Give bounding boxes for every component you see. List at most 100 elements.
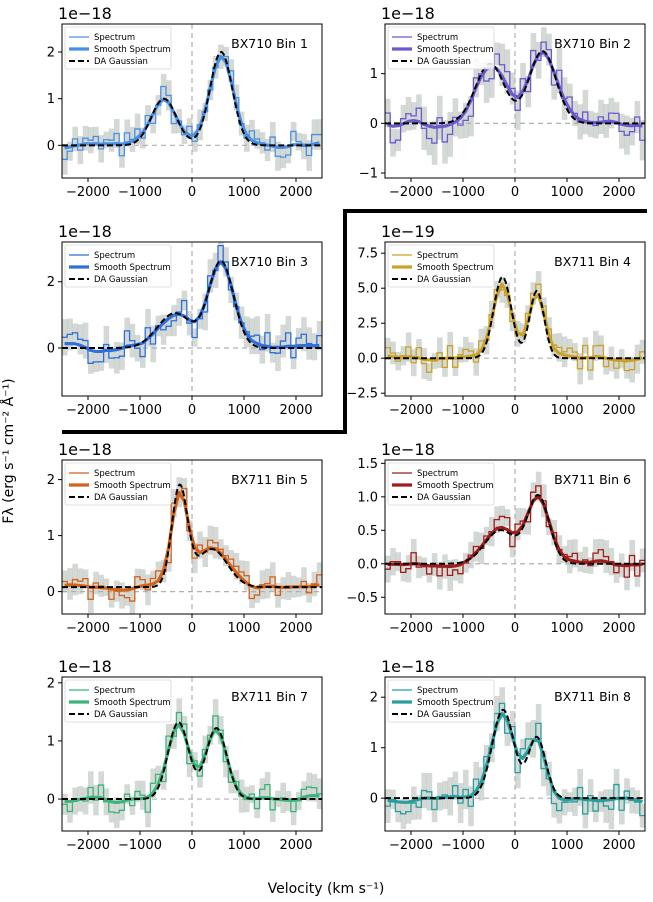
spectrum-line <box>62 244 322 364</box>
smooth-spectrum-line <box>64 54 320 150</box>
panel-title: BX711 Bin 4 <box>554 254 631 269</box>
y-tick-label: 0.0 <box>357 352 378 367</box>
plot-area <box>385 242 645 396</box>
legend: Spectrum Smooth Spectrum DA Gaussian <box>387 26 495 70</box>
legend-box <box>387 244 495 288</box>
legend-box <box>387 679 495 723</box>
panel-title: BX710 Bin 3 <box>231 254 308 269</box>
x-tick-label: 0 <box>511 185 519 200</box>
y-tick-label: 0.0 <box>357 557 378 572</box>
offset-multiplier: 1e−18 <box>381 657 435 676</box>
x-tick-label: 1000 <box>227 403 260 418</box>
offset-multiplier: 1e−18 <box>58 222 112 241</box>
plot-area <box>385 460 645 614</box>
da-gaussian-line <box>385 493 645 565</box>
offset-multiplier: 1e−19 <box>381 222 435 241</box>
legend-label: Spectrum <box>94 251 135 261</box>
x-tick-label: 1000 <box>227 838 260 853</box>
x-tick-label: 2000 <box>279 621 312 636</box>
legend-box <box>387 26 495 70</box>
x-tick-label: 2000 <box>602 185 635 200</box>
x-tick-label: −2000 <box>66 621 110 636</box>
smooth-spectrum-line <box>387 50 643 129</box>
y-tick-label: 1 <box>47 92 55 107</box>
x-tick-label: −2000 <box>389 621 433 636</box>
chart-panel-4: −2000 −1000 0 1000 2000 −2.5 0.0 2.5 5.0 7.51e−19… <box>346 222 646 418</box>
panel-title: BX710 Bin 2 <box>554 36 631 51</box>
legend: Spectrum Smooth Spectrum DA Gaussian <box>387 462 495 506</box>
legend-box <box>64 26 172 70</box>
da-gaussian-line <box>62 259 322 349</box>
x-tick-label: −2000 <box>66 838 110 853</box>
plot-area <box>385 24 645 178</box>
x-tick-label: 2000 <box>602 403 635 418</box>
legend: Spectrum Smooth Spectrum DA Gaussian <box>64 462 172 506</box>
legend: Spectrum Smooth Spectrum DA Gaussian <box>64 679 172 723</box>
x-tick-label: −2000 <box>66 185 110 200</box>
y-tick-label: 0.5 <box>357 524 378 539</box>
smooth-spectrum-line <box>387 494 643 569</box>
legend: Spectrum Smooth Spectrum DA Gaussian <box>64 244 172 288</box>
legend-label: Spectrum <box>417 251 458 261</box>
y-tick-label: 1 <box>370 741 378 756</box>
y-tick-label: 1.0 <box>357 490 378 505</box>
x-tick-label: 0 <box>511 838 519 853</box>
da-gaussian-line <box>62 483 322 589</box>
da-gaussian-line <box>385 50 645 125</box>
y-tick-label: 2 <box>47 473 55 488</box>
x-tick-label: −1000 <box>441 185 485 200</box>
chart-panel-6: −2000 −1000 0 1000 2000 −0.5 0.0 0.5 1.0 1.51e−18… <box>346 440 646 636</box>
y-tick-label: 2 <box>47 46 55 61</box>
chart-panel-2: −2000 −1000 0 1000 2000 −1 0 1 1e−18 BX710 Bin 2 S… <box>359 4 646 200</box>
y-tick-label: 0 <box>47 585 55 600</box>
offset-multiplier: 1e−18 <box>58 657 112 676</box>
panel-title: BX711 Bin 5 <box>231 472 308 487</box>
x-axis-label: Velocity (km s⁻¹) <box>268 881 385 897</box>
y-axis-label: Fλ (erg s⁻¹ cm⁻² Å⁻¹) <box>0 378 17 523</box>
plot-area <box>62 242 322 396</box>
x-tick-label: −2000 <box>66 403 110 418</box>
y-tick-label: 2 <box>370 691 378 706</box>
x-tick-label: 1000 <box>550 403 583 418</box>
y-tick-label: −2.5 <box>346 387 378 402</box>
x-tick-label: 1000 <box>550 621 583 636</box>
legend-label: Spectrum <box>417 686 458 696</box>
legend-label: Spectrum <box>94 469 135 479</box>
x-tick-label: 0 <box>511 403 519 418</box>
x-tick-label: −1000 <box>441 621 485 636</box>
uncertainty-band <box>218 242 224 263</box>
plot-area <box>62 677 322 831</box>
x-tick-label: 1000 <box>227 621 260 636</box>
chart-panel-3: −2000 −1000 0 1000 2000 0 2 1e−18 BX710 Bin 3 Spe… <box>47 222 323 418</box>
offset-multiplier: 1e−18 <box>58 4 112 23</box>
x-tick-label: 2000 <box>279 185 312 200</box>
y-tick-label: 0 <box>370 792 378 807</box>
x-tick-label: 1000 <box>550 838 583 853</box>
legend-label: DA Gaussian <box>94 57 148 67</box>
legend-label: DA Gaussian <box>417 57 471 67</box>
x-tick-label: 0 <box>188 185 196 200</box>
legend-label: DA Gaussian <box>417 710 471 720</box>
y-tick-label: 2.5 <box>357 317 378 332</box>
da-gaussian-line <box>385 275 645 360</box>
legend: Spectrum Smooth Spectrum DA Gaussian <box>387 244 495 288</box>
legend-label: Smooth Spectrum <box>94 481 171 491</box>
panel-title: BX711 Bin 7 <box>231 689 308 704</box>
y-tick-label: 7.5 <box>357 247 378 262</box>
legend-box <box>64 244 172 288</box>
legend-label: Spectrum <box>417 33 458 43</box>
x-tick-label: 2000 <box>602 621 635 636</box>
legend-label: DA Gaussian <box>417 493 471 503</box>
y-tick-label: 2 <box>47 676 55 691</box>
uncertainty-band <box>129 586 136 614</box>
offset-multiplier: 1e−18 <box>381 440 435 459</box>
legend-box <box>64 462 172 506</box>
legend-box <box>387 462 495 506</box>
section-divider <box>62 209 647 434</box>
x-tick-label: −1000 <box>441 838 485 853</box>
chart-panel-8: −2000 −1000 0 1000 2000 0 1 21e−18 BX711 Bin 8 Sp… <box>370 657 646 853</box>
panel-title: BX710 Bin 1 <box>231 36 308 51</box>
x-tick-label: −2000 <box>389 185 433 200</box>
panel-title: BX711 Bin 8 <box>554 689 631 704</box>
